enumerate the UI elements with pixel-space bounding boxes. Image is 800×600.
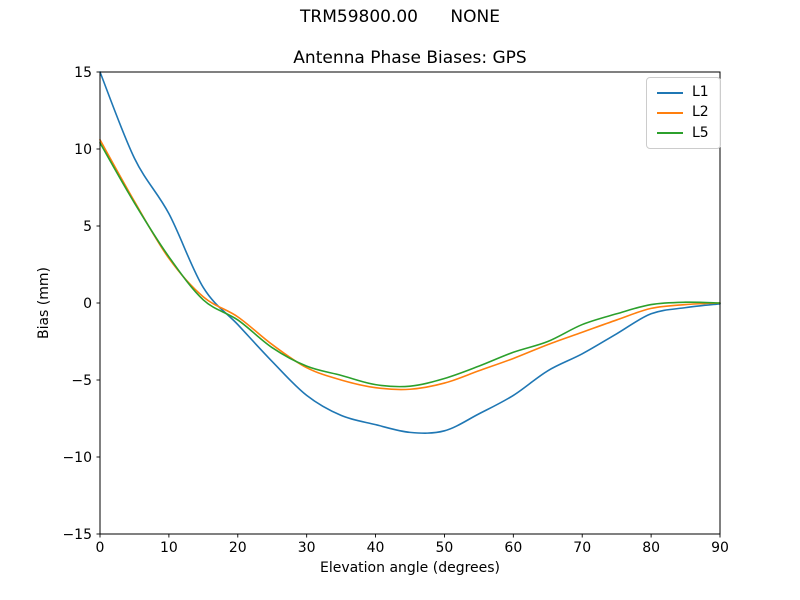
y-tick-label: 15 <box>74 65 92 81</box>
legend-swatch-l2 <box>657 112 683 115</box>
legend-swatch-l1 <box>657 91 683 94</box>
legend-item-l5: L5 <box>657 124 709 141</box>
y-tick-label: −10 <box>62 450 92 466</box>
x-tick-label: 10 <box>160 540 178 556</box>
y-tick-label: −15 <box>62 527 92 543</box>
axes-frame <box>99 71 721 535</box>
x-axis-label: Elevation angle (degrees) <box>319 560 501 576</box>
legend-swatch-l5 <box>657 132 683 135</box>
x-tick-label: 30 <box>298 540 316 556</box>
y-tick-label: 0 <box>83 296 92 312</box>
series-line-l2 <box>99 138 721 391</box>
x-tick-label: 90 <box>711 540 729 556</box>
y-tick-label: 5 <box>83 219 92 235</box>
legend-label-l1: L1 <box>692 84 709 100</box>
y-tick-label: 10 <box>74 142 92 158</box>
y-axis-label: Bias (mm) <box>36 266 52 340</box>
series-line-l5 <box>99 142 721 388</box>
x-tick-label: 60 <box>504 540 522 556</box>
figure-suptitle: TRM59800.00 NONE <box>300 7 500 27</box>
chart-title: Antenna Phase Biases: GPS <box>293 48 527 68</box>
legend: L1 L2 L5 <box>646 77 721 150</box>
x-tick-label: 50 <box>436 540 454 556</box>
x-tick-label: 20 <box>229 540 247 556</box>
legend-label-l5: L5 <box>692 124 709 141</box>
legend-item-l1: L1 <box>657 84 709 100</box>
y-tick-label: −5 <box>71 373 92 389</box>
x-tick-label: 0 <box>96 540 105 556</box>
x-tick-label: 80 <box>642 540 660 556</box>
legend-item-l2: L2 <box>657 104 709 121</box>
x-tick-label: 70 <box>573 540 591 556</box>
legend-label-l2: L2 <box>692 104 709 121</box>
series-line-l1 <box>99 71 721 434</box>
x-tick-label: 40 <box>367 540 385 556</box>
